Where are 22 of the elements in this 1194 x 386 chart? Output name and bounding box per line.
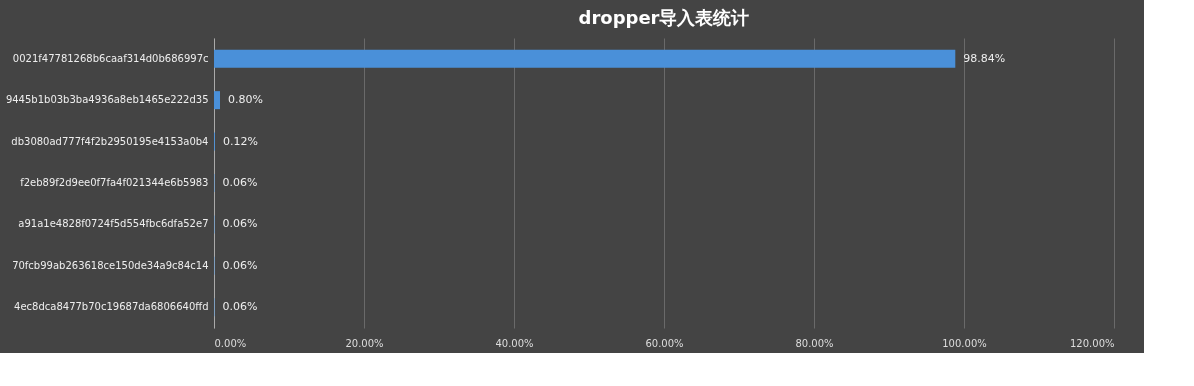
y-tick-label: a91a1e4828f0724f5d554fbc6dfa52e7 xyxy=(18,218,209,230)
y-tick-label: f2eb89f2d9ee0f7fa4f021344e6b5983 xyxy=(20,177,209,188)
x-tick-label: 80.00% xyxy=(795,337,834,349)
data-label: 0.06% xyxy=(222,217,258,231)
y-tick-label: 70fcb99ab263618ce150de34a9c84c14 xyxy=(12,259,209,271)
x-tick-label: 60.00% xyxy=(645,337,684,349)
data-label: 0.12% xyxy=(222,134,258,148)
y-tick-label: 0021f47781268b6caaf314d0b686997c xyxy=(12,52,209,64)
data-label: 0.80% xyxy=(228,93,263,107)
data-label: 0.06% xyxy=(222,300,258,314)
data-label: 0.06% xyxy=(222,176,258,189)
y-tick-label: 4ec8dca8477b70c19687da6806640ffd xyxy=(14,301,209,313)
x-tick-label: 20.00% xyxy=(345,337,384,349)
x-tick-label: 100.00% xyxy=(942,337,987,349)
x-tick-label: 40.00% xyxy=(495,337,534,349)
y-tick-label: 9445b1b03b3ba4936a8eb1465e222d35 xyxy=(5,94,209,106)
chart-title: dropper导入表统计 xyxy=(578,7,750,28)
data-label: 98.84% xyxy=(963,51,1006,65)
x-tick-label: 0.00% xyxy=(214,337,247,349)
x-tick-label: 120.00% xyxy=(1070,337,1115,349)
y-tick-label: db3080ad777f4f2b2950195e4153a0b4 xyxy=(11,135,209,147)
data-label: 0.06% xyxy=(222,258,258,272)
